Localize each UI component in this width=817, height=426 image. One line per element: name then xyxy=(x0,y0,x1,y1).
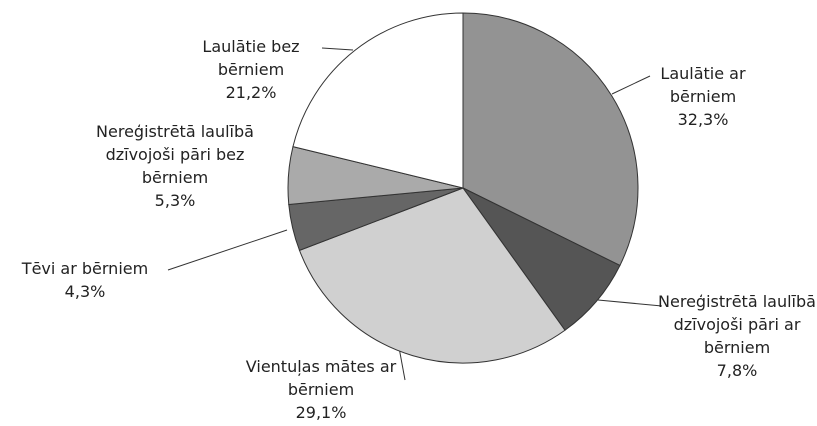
pie-slice xyxy=(462,12,639,267)
leader-line xyxy=(167,229,288,271)
leader-line xyxy=(597,299,663,307)
value-label: 4,3% xyxy=(64,282,106,301)
slice-label: Tēvi ar bērniem 4,3% xyxy=(0,257,170,303)
slice-label: Nereģistrētā laulībā dzīvojoši pāri bez … xyxy=(90,120,260,212)
leader-line xyxy=(321,47,354,51)
category-label: Nereģistrētā laulībā dzīvojoši pāri bez … xyxy=(96,122,254,187)
slice-label: Laulātie bez bērniem 21,2% xyxy=(186,35,316,104)
pie-slice xyxy=(292,12,464,189)
value-label: 32,3% xyxy=(677,110,729,129)
slice-label: Nereģistrētā laulībā dzīvojoši pāri ar b… xyxy=(652,290,817,382)
category-label: Laulātie ar bērniem xyxy=(660,64,746,106)
category-label: Vientuļas mātes ar bērniem xyxy=(245,357,397,399)
value-label: 29,1% xyxy=(295,403,347,422)
leader-line xyxy=(611,75,651,95)
value-label: 5,3% xyxy=(154,191,196,210)
category-label: Tēvi ar bērniem xyxy=(21,259,149,278)
pie-slice xyxy=(298,187,566,364)
category-label: Laulātie bez bērniem xyxy=(202,37,300,79)
slice-label: Laulātie ar bērniem 32,3% xyxy=(648,62,758,131)
category-label: Nereģistrētā laulībā dzīvojoši pāri ar b… xyxy=(658,292,816,357)
value-label: 21,2% xyxy=(225,83,277,102)
slice-label: Vientuļas mātes ar bērniem 29,1% xyxy=(236,355,406,424)
value-label: 7,8% xyxy=(716,361,758,380)
